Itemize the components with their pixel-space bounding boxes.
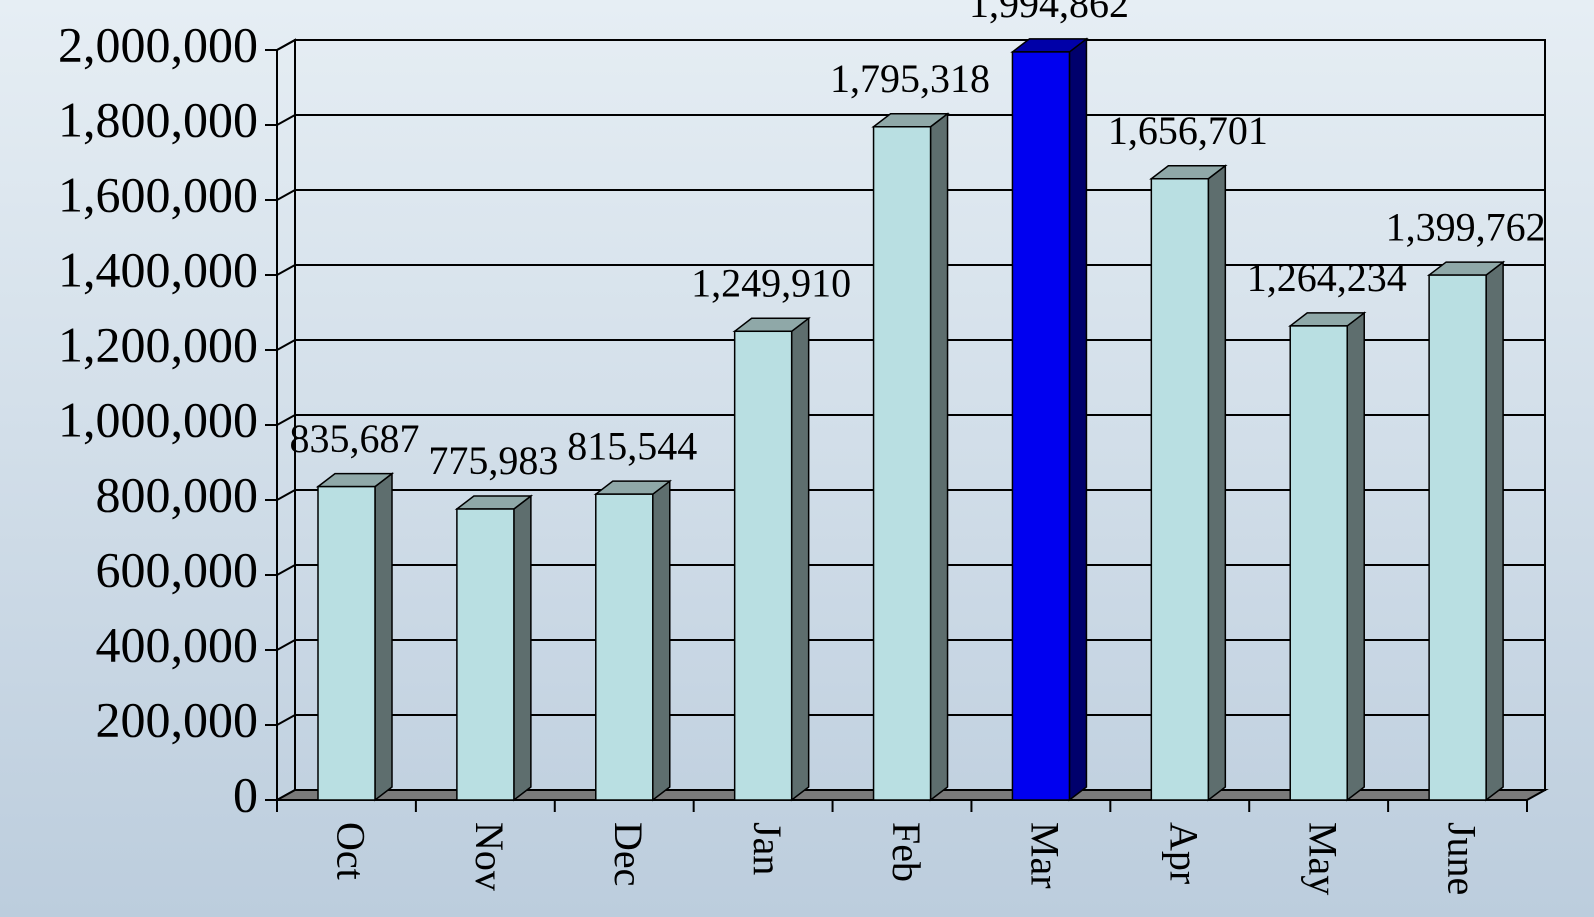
bar <box>874 127 931 800</box>
data-label: 815,544 <box>567 423 697 468</box>
bar-side <box>792 318 809 800</box>
data-label: 1,994,862 <box>969 0 1129 26</box>
data-label: 835,687 <box>290 416 420 461</box>
y-tick-label: 800,000 <box>96 466 259 522</box>
bar-side <box>1208 166 1225 800</box>
x-tick-label: June <box>1439 822 1484 895</box>
data-label: 775,983 <box>428 438 558 483</box>
data-label: 1,656,701 <box>1108 108 1268 153</box>
x-tick-label: Mar <box>1023 822 1068 889</box>
x-tick-label: Oct <box>328 822 373 880</box>
x-tick-label: Nov <box>467 822 512 891</box>
data-label: 1,399,762 <box>1386 204 1546 249</box>
y-tick-label: 400,000 <box>96 616 259 672</box>
bar <box>1290 326 1347 800</box>
bar-side <box>1347 313 1364 800</box>
x-tick-label: Jan <box>745 822 790 875</box>
y-tick-label: 1,600,000 <box>58 166 258 222</box>
data-label: 1,249,910 <box>691 260 851 305</box>
x-tick-label: May <box>1300 822 1345 895</box>
page: {"chart_data": {"type": "bar3d", "catego… <box>0 0 1594 917</box>
bar-side <box>931 114 948 800</box>
y-tick-label: 1,200,000 <box>58 316 258 372</box>
y-tick-label: 600,000 <box>96 541 259 597</box>
bar <box>596 494 653 800</box>
bar-side <box>1069 39 1086 800</box>
x-tick-label: Dec <box>606 822 651 886</box>
data-label: 1,264,234 <box>1247 255 1407 300</box>
y-tick-label: 2,000,000 <box>58 16 258 72</box>
bar <box>735 331 792 800</box>
bar <box>457 509 514 800</box>
y-tick-label: 0 <box>233 766 258 822</box>
bar <box>1012 52 1069 800</box>
y-tick-label: 1,400,000 <box>58 241 258 297</box>
y-tick-label: 1,000,000 <box>58 391 258 447</box>
bar-side <box>1486 262 1503 800</box>
bar-side <box>653 481 670 800</box>
bar-side <box>514 496 531 800</box>
x-tick-label: Feb <box>884 822 929 882</box>
chart: 0 200,000 400,000 600,000 800,000 1,000,000 1,… <box>0 0 1594 917</box>
bar <box>1151 179 1208 800</box>
y-tick-label: 1,800,000 <box>58 91 258 147</box>
bar <box>1429 275 1486 800</box>
x-tick-label: Apr <box>1162 822 1207 884</box>
y-tick-label: 200,000 <box>96 691 259 747</box>
bar <box>318 487 375 800</box>
data-label: 1,795,318 <box>830 56 990 101</box>
bar-side <box>375 474 392 800</box>
